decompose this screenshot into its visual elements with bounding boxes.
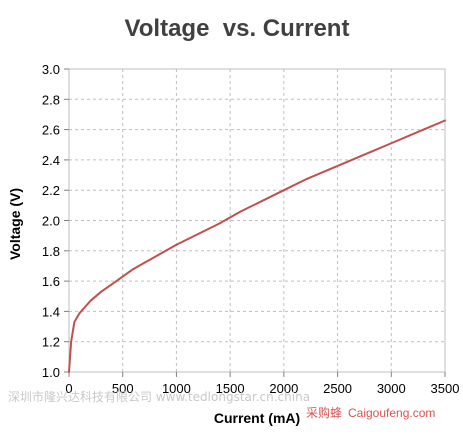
chart-title: Voltage vs. Current: [125, 15, 350, 42]
x-tick-label: 2500: [323, 381, 352, 396]
watermark-right-cn: 采购蜂: [306, 405, 342, 420]
x-axis-title: Current (mA): [214, 410, 300, 426]
y-axis-title: Voltage (V): [7, 188, 23, 260]
y-tick-label: 2.0: [42, 214, 60, 229]
series-line-0: [68, 119, 446, 373]
x-tick-label: 3500: [431, 381, 460, 396]
watermark-left: 深圳市隆兴达科技有限公司 www.tedlongstar.cn.china: [8, 389, 310, 404]
y-tick-label: 1.4: [42, 304, 60, 319]
y-tick-label: 1.6: [42, 274, 60, 289]
y-tick-label: 1.8: [42, 244, 60, 259]
watermark-right-en: Caigoufeng.com: [348, 406, 435, 420]
x-tick-label: 0: [65, 381, 72, 396]
x-tick-label: 2000: [269, 381, 298, 396]
y-tick-label: 2.8: [42, 92, 60, 107]
y-tick-label: 2.6: [42, 123, 60, 138]
plot-area: 1.0 1.2 1.4 1.6 1.8 2.0 2.2 2.4 2.6 2.8 3.0 0 500 100…: [42, 62, 460, 396]
y-tick-label: 1.0: [42, 365, 60, 380]
x-tick-label: 1000: [162, 381, 191, 396]
x-tick-label: 500: [112, 381, 134, 396]
y-tick-label: 2.4: [42, 153, 60, 168]
x-tick-label: 3000: [377, 381, 406, 396]
y-tick-label: 3.0: [42, 62, 60, 77]
y-tick-label: 2.2: [42, 183, 60, 198]
y-tick-label: 1.2: [42, 335, 60, 350]
x-tick-label: 1500: [216, 381, 245, 396]
